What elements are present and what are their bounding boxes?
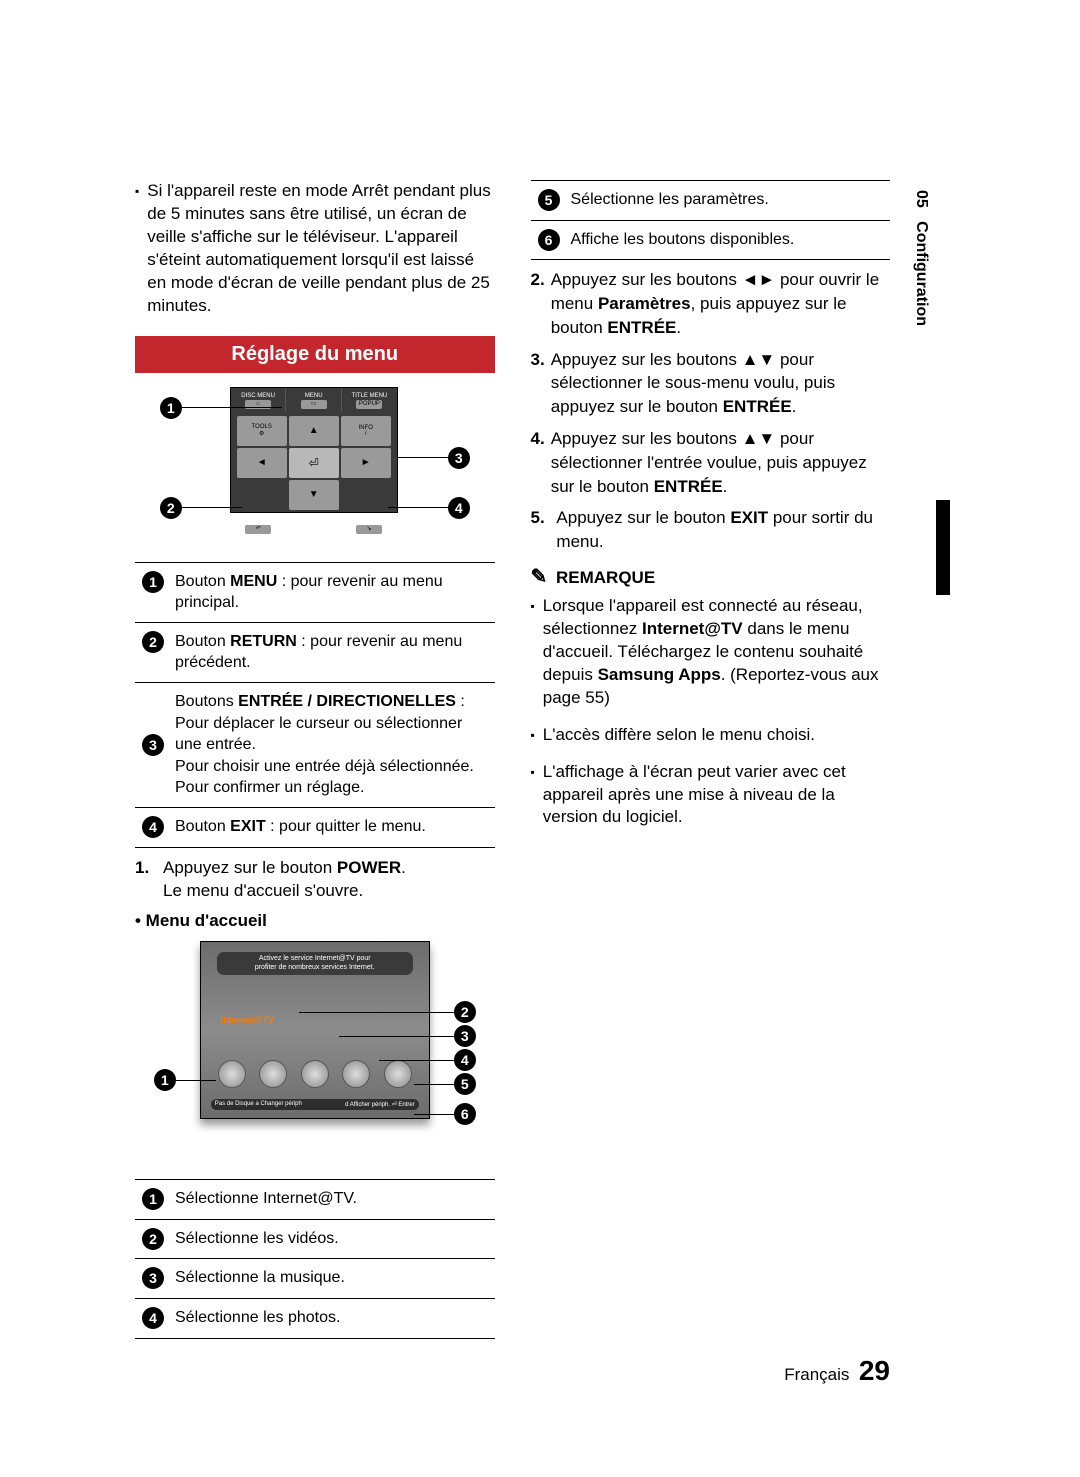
left-column: ▪ Si l'appareil reste en mode Arrêt pend…	[135, 180, 495, 1339]
callout-3-icon: 3	[448, 447, 470, 469]
remote-info: INFOi	[341, 416, 391, 446]
side-tab: 05 Configuration	[912, 190, 930, 326]
remarque-header: ✎ REMARQUE	[531, 564, 891, 589]
home-callout-6-icon: 6	[454, 1103, 476, 1125]
remote-title-menu: TITLE MENUPOPUP	[342, 388, 397, 412]
remote-up: ▲	[289, 416, 339, 446]
side-tab-block	[936, 500, 950, 595]
hdesc-2: Sélectionne les vidéos.	[171, 1219, 495, 1259]
table-row: 4 Sélectionne les photos.	[135, 1298, 495, 1338]
hdesc-6: Affiche les boutons disponibles.	[567, 220, 891, 260]
footer: Français 29	[784, 1355, 890, 1387]
home-icon-internet	[218, 1060, 246, 1088]
bullet-square-icon: ▪	[531, 761, 535, 830]
desc-2: Bouton RETURN : pour revenir au menu pré…	[171, 622, 495, 682]
footer-lang: Français	[784, 1365, 849, 1384]
num-3-icon: 3	[142, 734, 164, 756]
right-column: 5 Sélectionne les paramètres. 6 Affiche le…	[531, 180, 891, 1339]
table-row: 3 Boutons ENTRÉE / DIRECTIONELLES : Pour…	[135, 683, 495, 808]
remote-desc-table: 1 Bouton MENU : pour revenir au menu pri…	[135, 562, 495, 848]
desc-1: Bouton MENU : pour revenir au menu princ…	[175, 573, 443, 612]
home-banner: Activez le service Internet@TV pour prof…	[217, 952, 413, 975]
section-title: Réglage du menu	[135, 336, 495, 373]
callout-2-icon: 2	[160, 497, 182, 519]
remarque-2: ▪ L'accès diffère selon le menu choisi.	[531, 724, 891, 747]
home-icon-video	[259, 1060, 287, 1088]
step-2: 2. Appuyez sur les boutons ◄► pour ouvri…	[531, 268, 891, 339]
home-bottom-bar: Pas de Disque a Changer périph d Affiche…	[211, 1099, 419, 1110]
note-icon: ✎	[531, 566, 548, 588]
hnum-3-icon: 3	[142, 1267, 164, 1289]
remote-diagram: DISC MENU⌂ MENU▭ TITLE MENUPOPUP TOOLS⚙ …	[160, 387, 470, 552]
remote-down: ▼	[289, 480, 339, 510]
home-icon-photo	[342, 1060, 370, 1088]
desc-3: Boutons ENTRÉE / DIRECTIONELLES : Pour d…	[171, 683, 495, 808]
intro-text: Si l'appareil reste en mode Arrêt pendan…	[147, 180, 494, 318]
desc-4: Bouton EXIT : pour quitter le menu.	[171, 807, 495, 847]
hnum-5-icon: 5	[538, 189, 560, 211]
table-row: 2 Sélectionne les vidéos.	[135, 1219, 495, 1259]
callout-4-icon: 4	[448, 497, 470, 519]
chapter-number: 05	[913, 190, 930, 208]
remote-tools: TOOLS⚙	[237, 416, 287, 446]
bullet-square-icon: ▪	[135, 180, 139, 318]
hdesc-5: Sélectionne les paramètres.	[567, 181, 891, 221]
home-diagram: Activez le service Internet@TV pour prof…	[160, 941, 470, 1151]
remarque-3: ▪ L'affichage à l'écran peut varier avec…	[531, 761, 891, 830]
hnum-2-icon: 2	[142, 1228, 164, 1250]
bullet-square-icon: ▪	[531, 724, 535, 747]
step-3: 3. Appuyez sur les boutons ▲▼ pour sélec…	[531, 348, 891, 419]
hnum-4-icon: 4	[142, 1307, 164, 1329]
remote-menu: MENU▭	[286, 388, 342, 412]
table-row: 2 Bouton RETURN : pour revenir au menu p…	[135, 622, 495, 682]
home-desc-table-cont: 5 Sélectionne les paramètres. 6 Affiche le…	[531, 180, 891, 260]
home-callout-1-icon: 1	[154, 1069, 176, 1091]
remote-enter: ⏎	[289, 448, 339, 478]
num-4-icon: 4	[142, 816, 164, 838]
remote-left: ◄	[237, 448, 287, 478]
step-5: 5. Appuyez sur le bouton EXIT pour sorti…	[531, 506, 891, 554]
home-icon-music	[301, 1060, 329, 1088]
chapter-title: Configuration	[913, 221, 930, 326]
num-1-icon: 1	[142, 571, 164, 593]
step-4: 4. Appuyez sur les boutons ▲▼ pour sélec…	[531, 427, 891, 498]
hdesc-1: Sélectionne Internet@TV.	[171, 1180, 495, 1220]
table-row: 5 Sélectionne les paramètres.	[531, 181, 891, 221]
intro-bullet: ▪ Si l'appareil reste en mode Arrêt pend…	[135, 180, 495, 318]
table-row: 3 Sélectionne la musique.	[135, 1259, 495, 1299]
table-row: 6 Affiche les boutons disponibles.	[531, 220, 891, 260]
hdesc-3: Sélectionne la musique.	[171, 1259, 495, 1299]
bullet-square-icon: ▪	[531, 595, 535, 710]
home-callout-3-icon: 3	[454, 1025, 476, 1047]
home-callout-4-icon: 4	[454, 1049, 476, 1071]
home-menu-header: • Menu d'accueil	[135, 911, 495, 931]
remarque-1: ▪ Lorsque l'appareil est connecté au rés…	[531, 595, 891, 710]
footer-page: 29	[859, 1355, 890, 1386]
table-row: 1 Sélectionne Internet@TV.	[135, 1180, 495, 1220]
hnum-1-icon: 1	[142, 1188, 164, 1210]
remote-right: ►	[341, 448, 391, 478]
table-row: 1 Bouton MENU : pour revenir au menu pri…	[135, 562, 495, 622]
hnum-6-icon: 6	[538, 229, 560, 251]
step-1: 1. Appuyez sur le bouton POWER. Le menu …	[135, 856, 495, 904]
home-callout-5-icon: 5	[454, 1073, 476, 1095]
home-desc-table: 1 Sélectionne Internet@TV. 2 Sélectionne l…	[135, 1179, 495, 1338]
table-row: 4 Bouton EXIT : pour quitter le menu.	[135, 807, 495, 847]
num-2-icon: 2	[142, 631, 164, 653]
callout-1-icon: 1	[160, 397, 182, 419]
hdesc-4: Sélectionne les photos.	[171, 1298, 495, 1338]
home-callout-2-icon: 2	[454, 1001, 476, 1023]
